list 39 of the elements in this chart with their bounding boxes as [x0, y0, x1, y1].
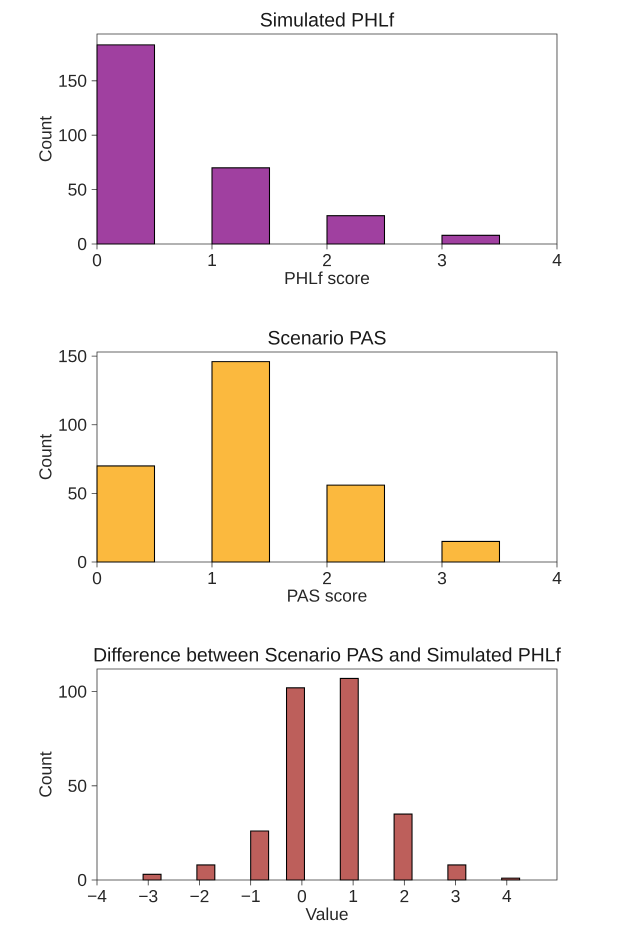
- x-axis-title: PHLf score: [286, 271, 370, 284]
- y-axis-title: Count: [39, 434, 52, 480]
- x-tick-label: 2: [400, 890, 408, 902]
- x-tick-label: 1: [208, 254, 216, 266]
- x-tick-label: 0: [92, 572, 102, 584]
- y-axis-title: Count: [39, 116, 52, 162]
- y-tick-label: 0: [78, 238, 86, 250]
- y-tick-label: 100: [59, 129, 86, 142]
- x-tick-label: 2: [323, 572, 331, 584]
- y-tick-label: 150: [59, 350, 86, 362]
- x-tick-label: 0: [298, 890, 306, 902]
- x-tick-label: −3: [139, 890, 158, 902]
- y-tick-label: 0: [78, 556, 86, 568]
- y-tick-label: 100: [59, 685, 86, 698]
- x-tick-label: 3: [438, 572, 446, 584]
- x-tick-label: −2: [190, 890, 208, 902]
- x-axis-title: Value: [306, 907, 348, 920]
- x-tick-label: 4: [552, 254, 562, 266]
- x-tick-label: 3: [451, 890, 460, 902]
- y-tick-label: 0: [78, 874, 86, 886]
- chart-title: Difference between Scenario PAS and Simulated PHLf: [94, 647, 561, 662]
- x-tick-label: 1: [350, 890, 358, 902]
- y-axis-title: Count: [39, 752, 52, 797]
- x-tick-label: 4: [502, 890, 512, 902]
- x-tick-label: −1: [242, 890, 260, 902]
- x-tick-label: 3: [438, 254, 446, 266]
- x-tick-label: 2: [323, 254, 331, 266]
- x-tick-label: −4: [88, 890, 106, 902]
- chart-title: Scenario PAS: [268, 330, 386, 345]
- y-tick-label: 150: [59, 74, 86, 87]
- x-tick-label: 4: [552, 572, 562, 584]
- y-tick-label: 50: [68, 183, 86, 196]
- y-tick-label: 50: [68, 487, 86, 500]
- y-tick-label: 50: [68, 780, 86, 792]
- chart-title: Simulated PHLf: [260, 12, 394, 27]
- y-tick-label: 100: [59, 418, 86, 431]
- x-tick-label: 0: [92, 254, 102, 266]
- x-tick-label: 1: [208, 572, 216, 584]
- x-axis-title: PAS score: [288, 589, 366, 602]
